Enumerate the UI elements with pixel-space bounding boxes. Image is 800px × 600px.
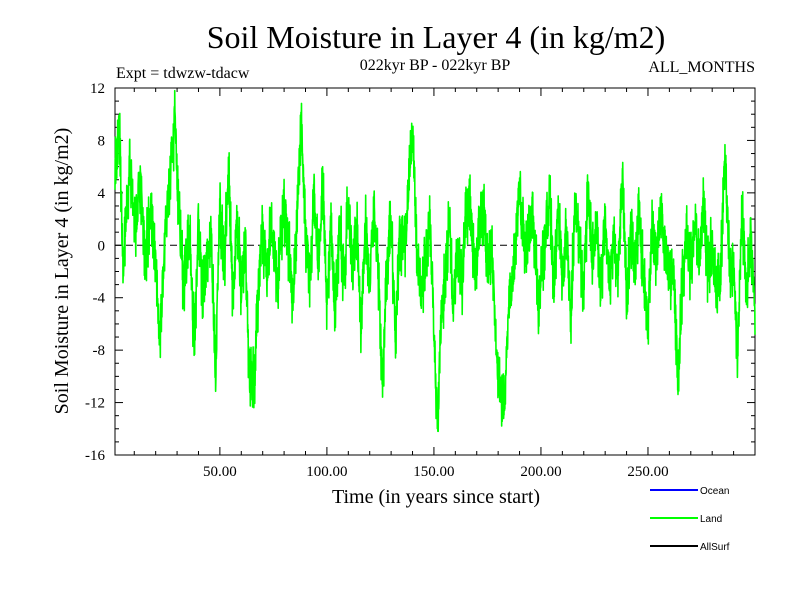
series-group <box>114 89 756 433</box>
legend: Ocean Land AllSurf <box>650 486 730 553</box>
y-tick-label: -8 <box>93 343 106 359</box>
series-line-land <box>114 89 756 433</box>
x-tick-label: 50.00 <box>203 464 237 480</box>
x-tick-label: 100.00 <box>306 464 347 480</box>
chart-title: Soil Moisture in Layer 4 (in kg/m2) <box>207 19 666 55</box>
legend-label-allsurf: AllSurf <box>700 542 730 553</box>
y-tick-label: -4 <box>93 291 106 307</box>
legend-label-ocean: Ocean <box>700 486 729 497</box>
y-tick-label: 12 <box>90 81 105 97</box>
minor-ticks <box>115 87 756 456</box>
x-axis-ticks: 50.00 100.00 150.00 200.00 250.00 <box>203 464 669 480</box>
chart-subtitle: 022kyr BP - 022kyr BP <box>360 57 511 74</box>
y-axis-label: Soil Moisture in Layer 4 (in kg/m2) <box>51 128 73 415</box>
y-axis-ticks: -16 -12 -8 -4 0 4 8 12 <box>85 81 106 464</box>
experiment-label: Expt = tdwzw-tdacw <box>116 65 250 82</box>
legend-label-land: Land <box>700 514 722 525</box>
y-tick-label: 0 <box>98 238 106 254</box>
y-tick-label: -16 <box>85 448 105 464</box>
y-tick-label: 4 <box>98 186 106 202</box>
y-tick-label: 8 <box>98 133 106 149</box>
months-label: ALL_MONTHS <box>648 59 755 76</box>
y-tick-label: -12 <box>85 396 105 412</box>
x-tick-label: 150.00 <box>413 464 454 480</box>
x-axis-label: Time (in years since start) <box>332 486 540 508</box>
x-tick-label: 250.00 <box>627 464 668 480</box>
x-tick-label: 200.00 <box>520 464 561 480</box>
plot-frame <box>114 87 756 456</box>
